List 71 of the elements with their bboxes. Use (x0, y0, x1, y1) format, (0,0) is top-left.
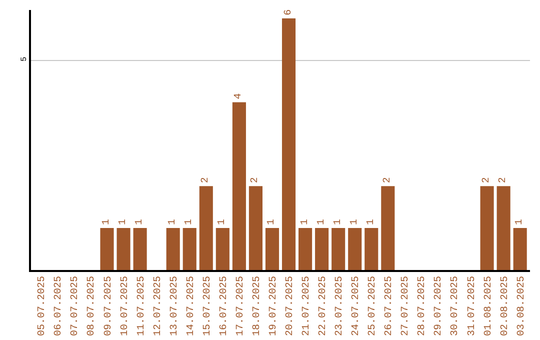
x-tick-label: 30.07.2025 (450, 276, 462, 336)
bar (480, 186, 494, 270)
x-tick-label: 24.07.2025 (351, 276, 362, 336)
bar (265, 228, 280, 270)
bar (232, 102, 246, 270)
data-label: 2 (498, 177, 510, 184)
data-label: 1 (266, 219, 278, 226)
x-tick-label: 13.07.2025 (169, 276, 180, 336)
bar (298, 228, 312, 270)
data-label: 1 (102, 219, 113, 226)
x-tick-label: 10.07.2025 (120, 276, 131, 336)
bar (315, 228, 329, 270)
data-label: 2 (250, 177, 262, 184)
x-tick-label: 28.07.2025 (417, 276, 428, 336)
x-tick-label: 09.07.2025 (103, 276, 114, 336)
x-tick-label: 21.07.2025 (302, 276, 313, 336)
bar (166, 228, 180, 270)
x-tick-label: 17.07.2025 (235, 276, 246, 336)
x-tick-label: 01.08.2025 (483, 276, 494, 336)
x-tick-label: 14.07.2025 (186, 276, 197, 336)
bar (364, 228, 378, 270)
x-tick-label: 19.07.2025 (268, 276, 280, 336)
x-tick-label: 25.07.2025 (368, 276, 379, 336)
data-label: 1 (316, 219, 328, 226)
data-label: 1 (366, 219, 377, 226)
bar (513, 228, 527, 270)
data-label: 2 (382, 177, 394, 184)
x-tick-label: 08.07.2025 (86, 276, 98, 336)
data-label: 1 (134, 219, 146, 226)
data-label: 1 (332, 219, 344, 226)
bar (348, 228, 362, 270)
x-tick-label: 22.07.2025 (318, 276, 330, 336)
x-tick-label: 20.07.2025 (285, 276, 296, 336)
x-tick-label: 16.07.2025 (218, 276, 230, 336)
x-tick-label: 02.08.2025 (500, 276, 511, 336)
x-tick-label: 18.07.2025 (252, 276, 263, 336)
data-label: 1 (349, 219, 360, 226)
bar (199, 186, 213, 270)
bar (100, 228, 114, 270)
x-tick-label: 05.07.2025 (37, 276, 48, 336)
x-tick-label: 23.07.2025 (334, 276, 346, 336)
y-tick-label: 5 (20, 56, 29, 62)
x-tick-label: 27.07.2025 (400, 276, 412, 336)
bar (381, 186, 395, 270)
bar (216, 228, 230, 270)
x-tick-label: 31.07.2025 (466, 276, 478, 336)
x-tick-label: 15.07.2025 (202, 276, 214, 336)
bar (182, 228, 196, 270)
x-tick-label: 06.07.2025 (54, 276, 65, 336)
bar (116, 228, 130, 270)
data-label: 1 (118, 219, 130, 226)
x-tick-label: 12.07.2025 (152, 276, 164, 336)
x-tick-label: 07.07.2025 (70, 276, 82, 336)
bar (332, 228, 346, 270)
data-label: 1 (514, 219, 526, 226)
data-label: 1 (217, 219, 228, 226)
bar (496, 186, 510, 270)
bar (282, 18, 296, 270)
data-label: 6 (283, 9, 294, 16)
data-label: 2 (482, 177, 493, 184)
x-tick-label: 11.07.2025 (136, 276, 148, 336)
bar (248, 186, 262, 270)
bar (133, 228, 147, 270)
data-label: 4 (234, 93, 245, 100)
x-tick-label: 29.07.2025 (434, 276, 445, 336)
data-label: 1 (184, 219, 196, 226)
x-tick-label: 26.07.2025 (384, 276, 396, 336)
data-label: 1 (168, 219, 179, 226)
data-label: 2 (200, 177, 212, 184)
x-tick-label: 03.08.2025 (516, 276, 528, 336)
data-label: 1 (300, 219, 311, 226)
